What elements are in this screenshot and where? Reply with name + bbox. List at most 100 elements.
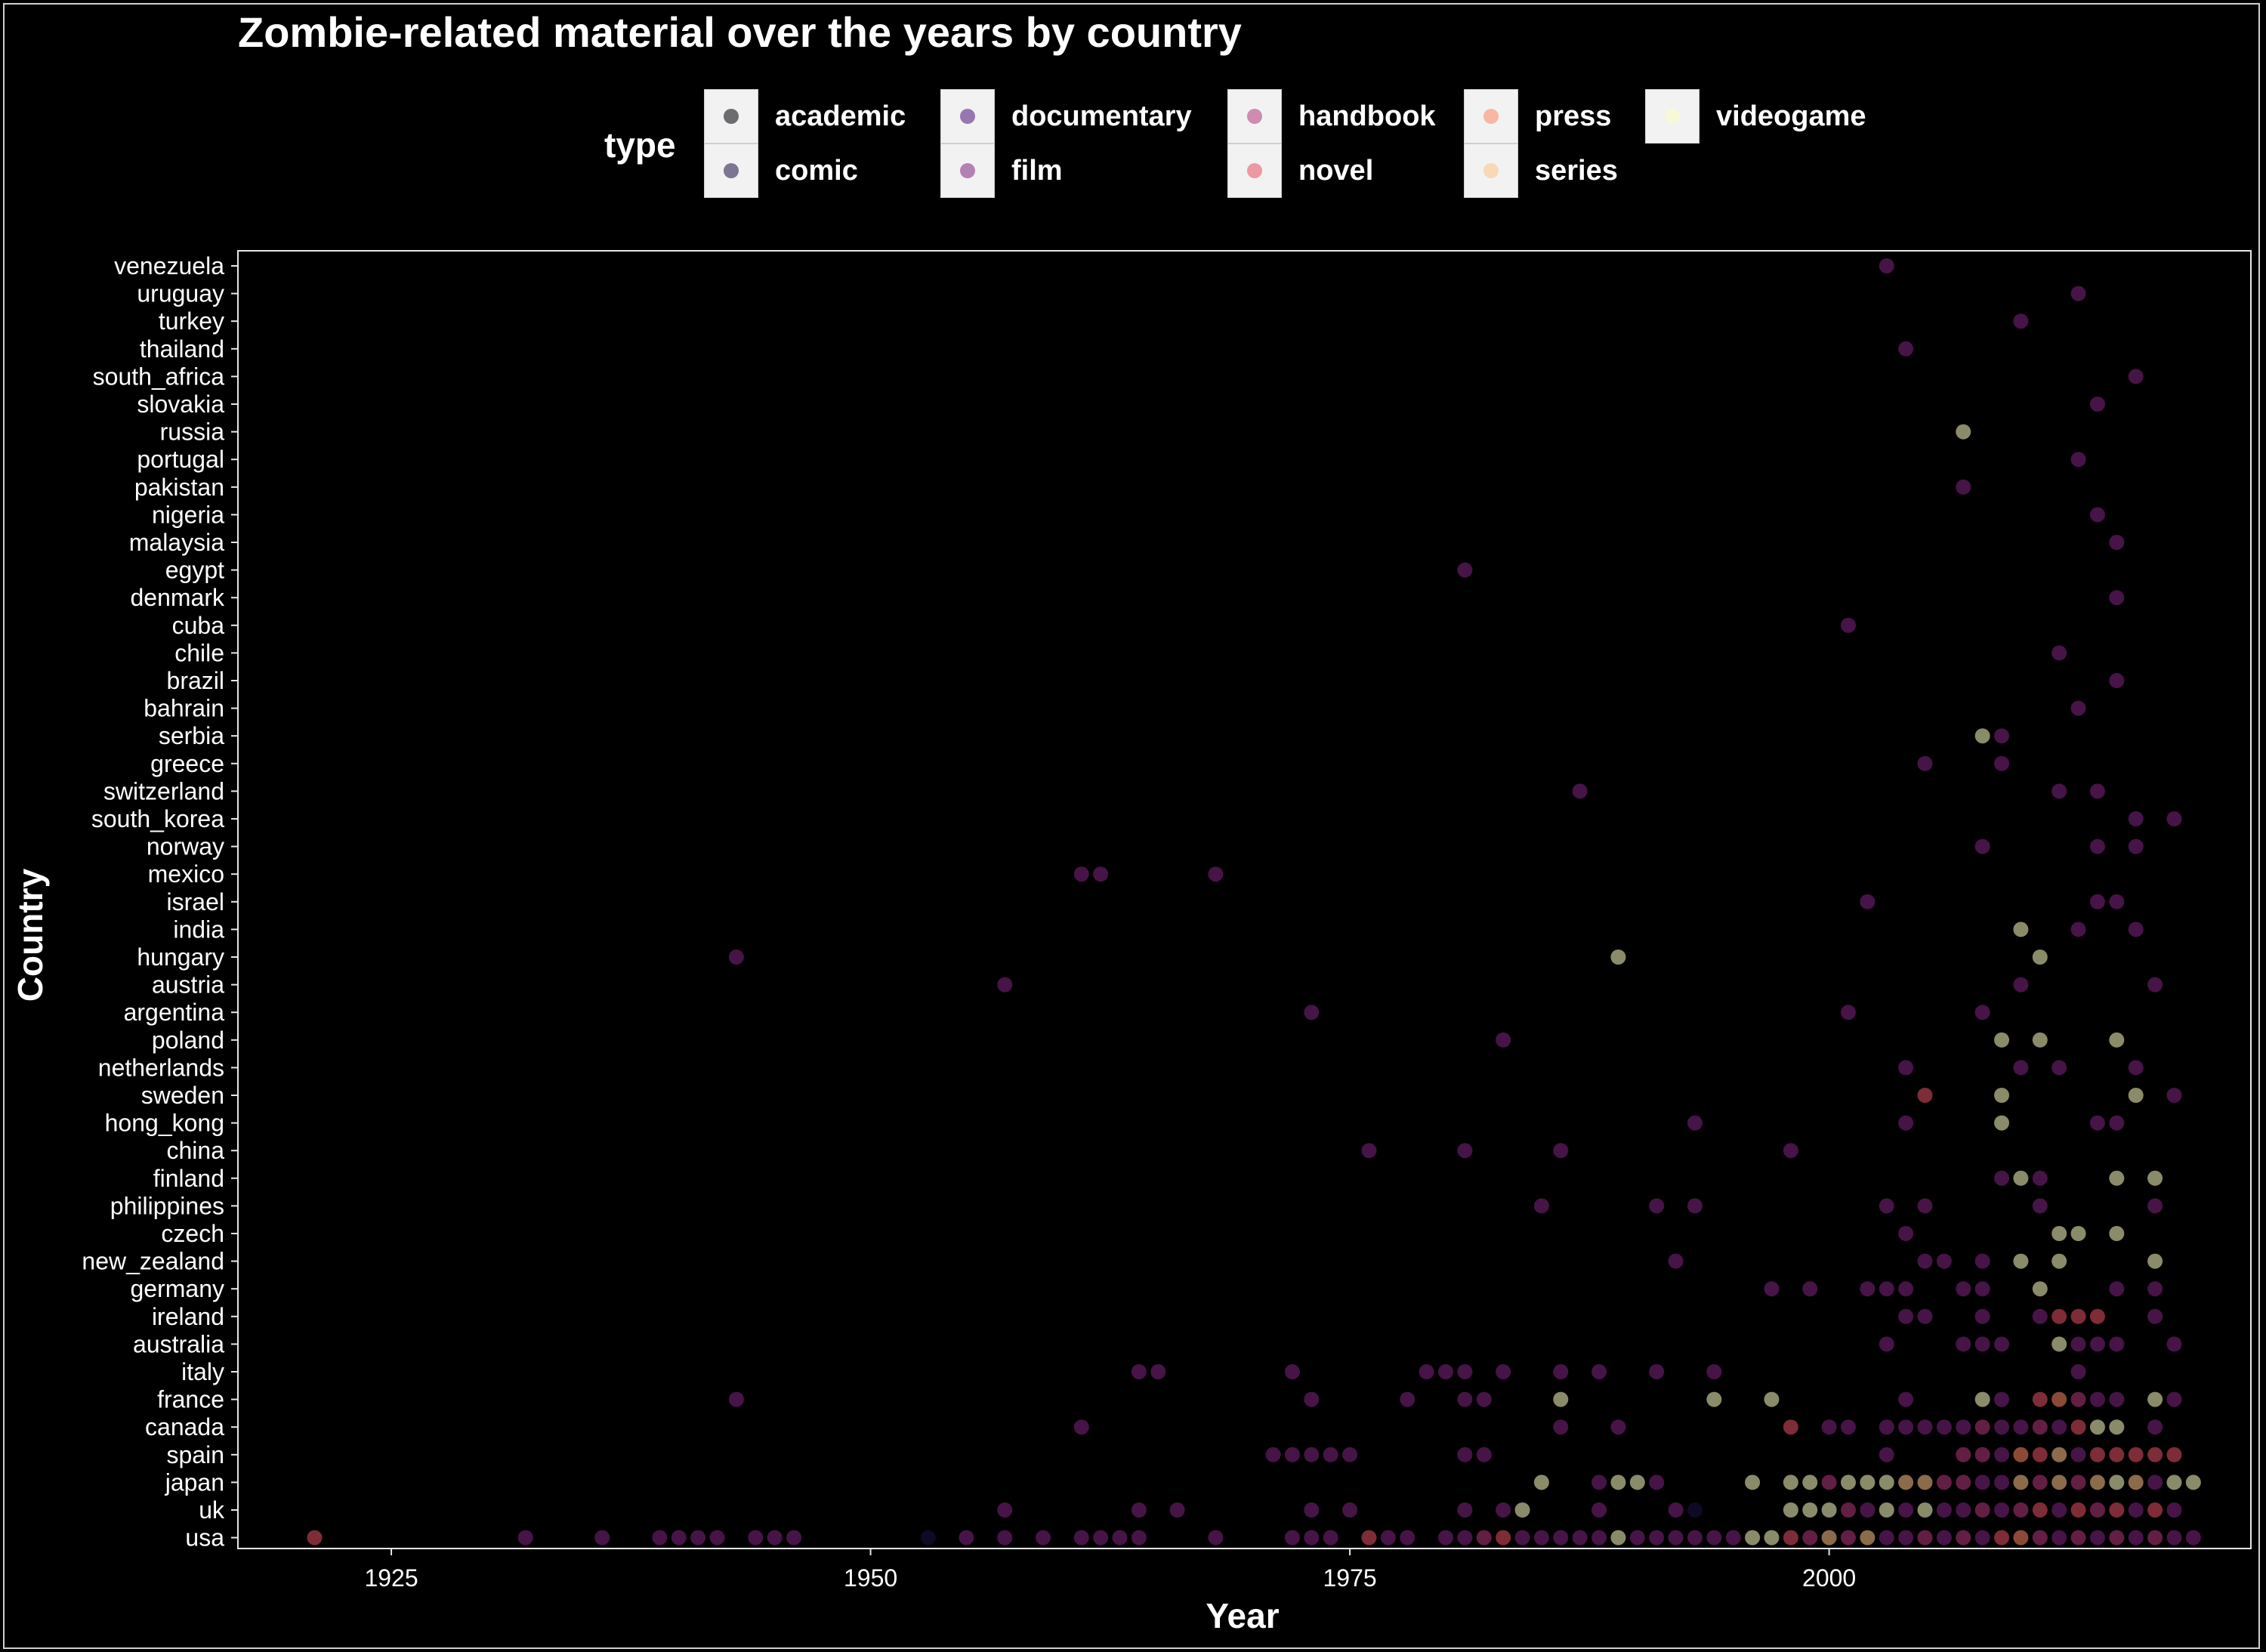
data-point: [1725, 1530, 1741, 1545]
data-point: [1956, 1281, 1971, 1297]
data-point: [2051, 1530, 2067, 1545]
data-point: [594, 1530, 610, 1545]
data-point: [1764, 1530, 1780, 1545]
data-point: [2166, 1474, 2182, 1490]
data-point: [1879, 1336, 1894, 1352]
data-point: [1533, 1474, 1549, 1490]
data-point: [1974, 1308, 1990, 1324]
y-tick-label: thailand: [140, 335, 224, 363]
data-point: [2051, 1502, 2067, 1518]
data-point: [1994, 1474, 2010, 1490]
data-point: [1457, 1530, 1473, 1545]
data-point: [1668, 1530, 1684, 1545]
y-tick-label: slovakia: [137, 391, 224, 418]
data-point: [1150, 1364, 1166, 1379]
data-point: [2070, 1308, 2086, 1324]
legend-item-academic: academic: [704, 89, 906, 144]
data-point: [1496, 1530, 1511, 1545]
data-point: [2070, 1502, 2086, 1518]
data-point: [1898, 1115, 1914, 1131]
data-point: [2147, 1391, 2163, 1407]
y-tick-label: brazil: [167, 667, 224, 694]
y-tick-label: israel: [167, 888, 224, 916]
data-point: [1936, 1474, 1952, 1490]
data-point: [2147, 1530, 2163, 1545]
data-point: [1457, 1364, 1473, 1379]
data-point: [652, 1530, 668, 1545]
data-point: [2128, 1474, 2144, 1490]
data-point: [1860, 1530, 1875, 1545]
y-tick-label: spain: [167, 1441, 225, 1468]
data-point: [1974, 838, 1990, 854]
data-point: [1169, 1502, 1185, 1518]
data-point: [2109, 1447, 2125, 1462]
data-point: [2013, 1170, 2029, 1186]
data-point: [1514, 1502, 1530, 1518]
data-point: [1553, 1419, 1569, 1435]
data-point: [1841, 1419, 1856, 1435]
data-point: [709, 1530, 725, 1545]
y-tick-label: denmark: [131, 584, 226, 611]
data-point: [2089, 1474, 2105, 1490]
data-point: [1476, 1530, 1492, 1545]
data-point: [2070, 1364, 2086, 1379]
data-point: [2089, 1502, 2105, 1518]
data-point: [2109, 1032, 2125, 1048]
data-point: [1821, 1502, 1837, 1518]
data-point: [1860, 1474, 1875, 1490]
data-point: [1380, 1530, 1396, 1545]
data-point: [2089, 1391, 2105, 1407]
data-point: [1457, 1391, 1473, 1407]
data-point: [2032, 1530, 2048, 1545]
plot-panel: [237, 250, 2252, 1549]
data-point: [2013, 1253, 2029, 1269]
legend-item-handbook: handbook: [1227, 89, 1436, 144]
data-point: [1917, 1530, 1933, 1545]
data-point: [1956, 1419, 1971, 1435]
data-point: [2051, 1253, 2067, 1269]
data-point: [2109, 1419, 2125, 1435]
data-point: [1898, 1502, 1914, 1518]
data-point: [1956, 1336, 1971, 1352]
data-point: [2032, 1391, 2048, 1407]
data-point: [1457, 1502, 1473, 1518]
y-tick-label: philippines: [110, 1192, 224, 1219]
data-point: [2109, 1391, 2125, 1407]
y-tick-label: austria: [152, 971, 224, 999]
y-tick-label: canada: [145, 1413, 224, 1440]
data-point: [2089, 1336, 2105, 1352]
data-point: [2089, 1419, 2105, 1435]
x-axis-label: Year: [1206, 1596, 1280, 1635]
y-tick-label: argentina: [124, 999, 225, 1026]
data-point: [1898, 1281, 1914, 1297]
data-point: [786, 1530, 802, 1545]
data-point: [1073, 866, 1089, 882]
data-point: [2109, 673, 2125, 688]
data-point: [2032, 1474, 2048, 1490]
data-point: [959, 1530, 974, 1545]
data-point: [1572, 1530, 1588, 1545]
y-tick-label: mexico: [148, 860, 224, 888]
data-point: [1764, 1281, 1780, 1297]
data-point: [1860, 1502, 1875, 1518]
data-point: [1476, 1447, 1492, 1462]
data-point: [2128, 811, 2144, 826]
data-point: [517, 1530, 533, 1545]
data-point: [2109, 1336, 2125, 1352]
legend-title: type: [604, 125, 676, 165]
data-point: [1898, 1308, 1914, 1324]
data-point: [997, 1502, 1013, 1518]
data-point: [1994, 1391, 2010, 1407]
data-point: [1745, 1474, 1761, 1490]
data-point: [2051, 1226, 2067, 1241]
legend-item-press: press: [1464, 89, 1611, 144]
data-point: [1821, 1419, 1837, 1435]
y-tick-label: uruguay: [137, 280, 224, 307]
data-point: [1994, 1115, 2010, 1131]
data-point: [1476, 1391, 1492, 1407]
data-point: [2166, 1502, 2182, 1518]
legend-key: [1645, 89, 1700, 144]
legend-swatch: [1247, 109, 1262, 124]
data-point: [1936, 1530, 1952, 1545]
